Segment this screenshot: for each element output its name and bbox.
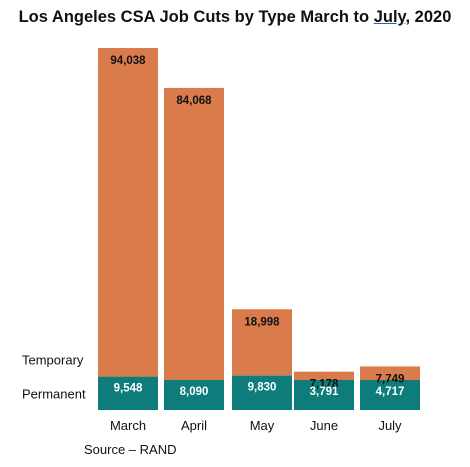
x-tick-label-may: May xyxy=(250,418,275,433)
bar-temporary-july xyxy=(360,366,420,380)
source-note: Source – RAND xyxy=(84,442,177,457)
value-label-temporary-june: 7,178 xyxy=(310,379,339,391)
chart-title-part-3: 2020 xyxy=(410,8,452,26)
value-label-permanent-may: 9,830 xyxy=(248,382,277,394)
legend-label-permanent: Permanent xyxy=(22,387,86,402)
value-label-temporary-april: 84,068 xyxy=(176,95,212,107)
bar-permanent-april xyxy=(164,380,224,410)
value-label-permanent-april: 8,090 xyxy=(180,386,209,398)
bar-temporary-june xyxy=(294,371,354,380)
bar-permanent-march xyxy=(98,376,158,410)
value-label-temporary-july: 7,749 xyxy=(376,373,405,385)
bar-permanent-may xyxy=(232,375,292,410)
chart-title: Los Angeles CSA Job Cuts by Type March t… xyxy=(0,8,470,27)
chart-title-part-2: July, xyxy=(373,8,411,26)
value-label-permanent-march: 9,548 xyxy=(114,383,143,395)
legend-label-temporary: Temporary xyxy=(22,353,84,368)
x-tick-label-april: April xyxy=(181,418,207,433)
x-tick-label-march: March xyxy=(110,418,146,433)
x-tick-label-june: June xyxy=(310,418,338,433)
bar-permanent-july xyxy=(360,380,420,410)
value-label-temporary-may: 18,998 xyxy=(244,316,280,328)
bar-temporary-may xyxy=(232,309,292,376)
value-label-permanent-july: 4,717 xyxy=(376,386,405,398)
bar-temporary-april xyxy=(164,87,224,381)
bar-permanent-june xyxy=(294,380,354,410)
x-tick-label-july: July xyxy=(378,418,402,433)
value-label-permanent-june: 3,791 xyxy=(310,386,339,398)
chart-title-part-1: Los Angeles CSA Job Cuts by Type March t… xyxy=(18,8,374,26)
bar-temporary-march xyxy=(98,48,158,377)
value-label-temporary-march: 94,038 xyxy=(110,55,146,67)
